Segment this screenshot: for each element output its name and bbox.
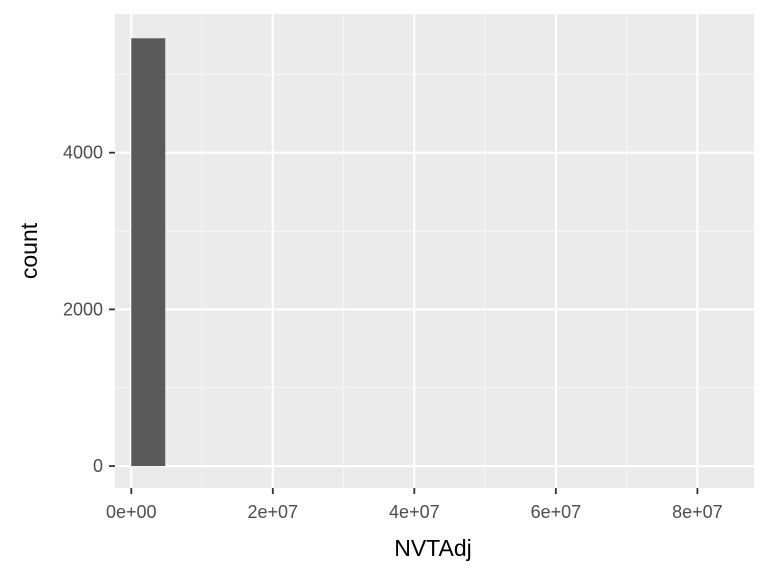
minor-gridlines (115, 14, 754, 488)
plot-panel (115, 14, 754, 488)
x-tick-label: 4e+07 (389, 502, 440, 522)
x-axis-title: NVTAdj (394, 535, 472, 561)
histogram-bar (131, 38, 166, 467)
y-tick-label: 2000 (63, 299, 103, 319)
y-axis-title: count (16, 222, 42, 279)
x-tick-label: 8e+07 (672, 502, 723, 522)
x-tick-label: 0e+00 (106, 502, 157, 522)
x-axis: 0e+00 2e+07 4e+07 6e+07 8e+07 (106, 488, 723, 522)
bars (131, 38, 166, 467)
y-tick-label: 0 (93, 456, 103, 476)
x-tick-label: 6e+07 (531, 502, 582, 522)
y-tick-label: 4000 (63, 143, 103, 163)
major-gridlines (115, 14, 754, 488)
y-axis: 0 2000 4000 (63, 143, 115, 476)
x-tick-label: 2e+07 (248, 502, 299, 522)
